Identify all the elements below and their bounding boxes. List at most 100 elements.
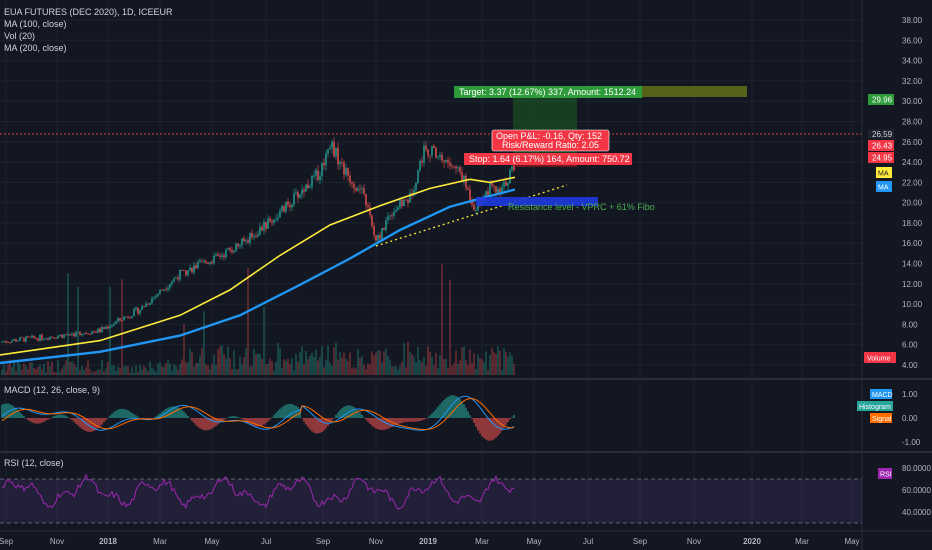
- time-tick: May: [844, 537, 859, 546]
- price-axis[interactable]: 38.00 36.00 34.00 32.00 30.00 28.00 26.00 24.00…: [902, 16, 923, 370]
- candle-body: [317, 170, 319, 181]
- volume-bar: [145, 368, 147, 375]
- volume-bar: [191, 352, 193, 375]
- rsi-line: [2, 473, 515, 510]
- macd-hist-bar: [493, 418, 495, 440]
- volume-bar: [251, 366, 253, 375]
- volume-bar: [299, 352, 301, 375]
- macd-legend[interactable]: MACD (12, 26, close, 9): [4, 385, 101, 395]
- candle-body: [283, 206, 285, 212]
- volume-bar: [339, 351, 341, 375]
- volume-bar: [81, 365, 83, 375]
- target-price-badge: [868, 94, 894, 105]
- candle-body: [209, 262, 211, 264]
- candle-body: [351, 182, 353, 184]
- symbol-title[interactable]: EUA FUTURES (DEC 2020), 1D, ICEEUR: [4, 7, 173, 17]
- price-tick: 34.00: [902, 57, 923, 66]
- candle-body: [83, 333, 85, 334]
- candle-body: [51, 336, 53, 338]
- macd-hist-bar: [177, 407, 179, 418]
- candle-body: [273, 219, 275, 223]
- volume-bar: [9, 359, 11, 375]
- candle-body: [173, 278, 175, 282]
- volume-bar: [23, 363, 25, 375]
- volume-bar: [17, 360, 19, 375]
- candle-body: [171, 281, 173, 285]
- volume-bar: [445, 358, 447, 375]
- rsi-axis[interactable]: 80.0000 60.0000 40.0000: [902, 464, 931, 517]
- macd-hist-bar: [161, 411, 163, 418]
- macd-hist-bar: [157, 414, 159, 418]
- macd-hist-bar: [313, 418, 315, 433]
- pnl-label-box[interactable]: [491, 129, 610, 152]
- volume-bar: [399, 365, 401, 375]
- candle-body: [133, 309, 135, 317]
- macd-hist-bar: [99, 418, 101, 427]
- candle-body: [297, 192, 299, 198]
- candle-body: [79, 331, 81, 336]
- volume-bar: [61, 368, 63, 375]
- candle-body: [15, 339, 17, 342]
- candle-body: [421, 160, 423, 163]
- support-trendline[interactable]: [375, 184, 568, 247]
- candle-body: [217, 254, 219, 256]
- macd-hist-bar: [77, 418, 79, 426]
- target-label-box[interactable]: [454, 86, 642, 98]
- volume-bar: [77, 286, 79, 375]
- macd-hist-bar: [509, 418, 511, 420]
- macd-hist-bar: [463, 404, 465, 418]
- macd-axis[interactable]: 1.00 0.00 -1.00: [902, 390, 921, 447]
- volume-bar: [413, 356, 415, 375]
- volume-bar: [89, 369, 91, 375]
- time-axis[interactable]: Sep Nov 2018 Mar May Jul Sep Nov 2019 Mar May Jul Se…: [0, 537, 860, 546]
- candle-body: [213, 255, 215, 264]
- macd-hist-bar: [17, 410, 19, 418]
- macd-hist-bar: [123, 408, 125, 418]
- study-ma200[interactable]: MA (200, close): [4, 43, 67, 53]
- candle-body: [437, 156, 439, 158]
- volume-bar: [277, 342, 279, 375]
- study-ma100[interactable]: MA (100, close): [4, 19, 67, 29]
- macd-hist-bar: [399, 418, 401, 424]
- macd-hist-bar: [455, 395, 457, 418]
- volume-bar: [365, 369, 367, 375]
- candle-body: [333, 141, 335, 157]
- volume-bar: [383, 351, 385, 375]
- candle-body: [337, 147, 339, 165]
- macd-hist-bar: [417, 418, 419, 422]
- rsi-legend[interactable]: RSI (12, close): [4, 458, 64, 468]
- macd-hist-bar: [403, 418, 405, 423]
- volume-bar: [195, 363, 197, 375]
- candle-body: [1, 341, 3, 343]
- volume-bar: [255, 354, 257, 375]
- candle-body: [489, 181, 491, 196]
- price-tick: 6.00: [902, 341, 918, 350]
- macd-hist-bar: [39, 418, 41, 424]
- macd-hist-bar: [479, 418, 481, 434]
- macd-hist-bar: [303, 418, 305, 422]
- candle-body: [235, 243, 237, 252]
- resistance-box[interactable]: [476, 197, 598, 206]
- candle-body: [193, 265, 195, 273]
- signal-badge: [870, 413, 892, 423]
- volume-bar: [315, 349, 317, 375]
- candle-body: [7, 342, 9, 344]
- resistance-annotation: Resistance level - VPRC + 61% Fibo: [508, 202, 655, 212]
- stop-label-box[interactable]: [464, 153, 632, 165]
- macd-hist-bar: [385, 418, 387, 430]
- study-volume[interactable]: Vol (20): [4, 31, 36, 41]
- macd-hist-bar: [465, 407, 467, 418]
- candle-body: [29, 336, 31, 338]
- candle-body: [345, 168, 347, 175]
- volume-bar: [479, 357, 481, 375]
- volume-bar: [243, 357, 245, 375]
- macd-hist-bar: [131, 412, 133, 418]
- candle-body: [463, 175, 465, 182]
- volume-bar: [155, 371, 157, 375]
- macd-hist-bar: [75, 418, 77, 424]
- candle-body: [205, 261, 207, 263]
- macd-hist-bar: [461, 401, 463, 418]
- target-price-text: 29.96: [872, 96, 893, 105]
- volume-bar: [435, 352, 437, 375]
